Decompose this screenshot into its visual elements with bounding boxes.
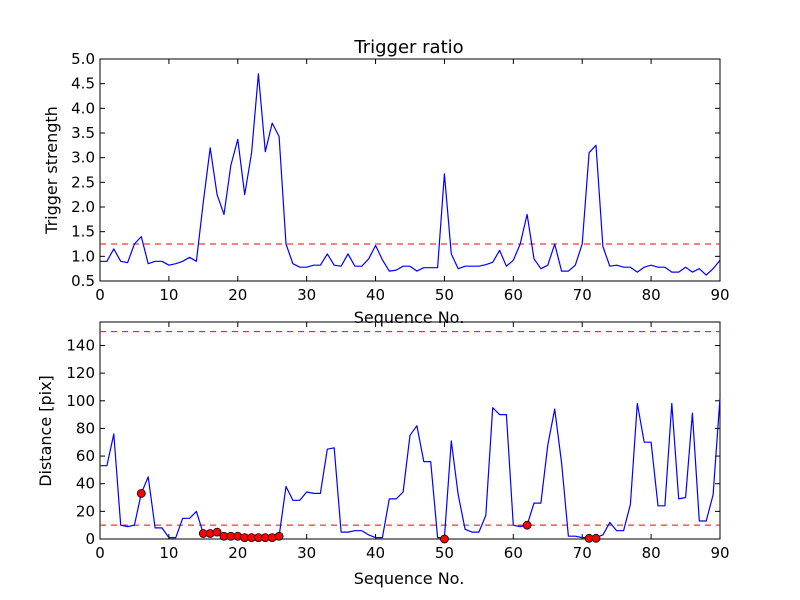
x-tick-label: 0	[95, 544, 105, 562]
x-tick-label: 30	[297, 286, 316, 304]
y-tick-label: 140	[66, 336, 95, 354]
y-tick-label: 3.5	[71, 124, 95, 142]
x-axis-label: Sequence No.	[354, 569, 465, 588]
trigger-ratio-panel: Trigger ratio 0 10 20 30 40 50 60 70 80 90 0.5 1.0 1…	[42, 37, 730, 327]
x-tick-label: 40	[366, 544, 385, 562]
y-tick-label: 60	[76, 447, 95, 465]
x-axis-label: Sequence No.	[354, 308, 465, 327]
x-tick-label: 40	[366, 286, 385, 304]
y-tick-label: 1.0	[71, 247, 95, 265]
marker-point	[136, 488, 146, 498]
y-axis-label: Trigger strength	[42, 106, 61, 235]
distance-panel: 0 10 20 30 40 50 60 70 80 90 0 20 40 60 80 100 120 140 Se…	[36, 321, 730, 588]
x-tick-label: 80	[642, 286, 661, 304]
x-tick-label: 10	[159, 544, 178, 562]
x-tick-label: 70	[573, 544, 592, 562]
distance-plot-area: 0 10 20 30 40 50 60 70 80 90 0 20 40 60 80 100 120 140	[66, 321, 730, 562]
chart-title: Trigger ratio	[353, 37, 463, 58]
x-tick-label: 20	[228, 286, 247, 304]
x-tick-label: 50	[435, 286, 454, 304]
y-tick-label: 4.0	[71, 99, 95, 117]
y-tick-label: 2.0	[71, 198, 95, 216]
x-tick-label: 60	[504, 286, 523, 304]
y-tick-label: 5.0	[71, 50, 95, 68]
y-tick-label: 20	[76, 502, 95, 520]
y-tick-label: 1.5	[71, 223, 95, 241]
y-tick-label: 80	[76, 419, 95, 437]
marker-point	[440, 534, 449, 544]
x-tick-label: 10	[159, 286, 178, 304]
y-tick-label: 3.0	[71, 149, 95, 167]
marker-point	[212, 527, 222, 537]
y-axis-label: Distance [pix]	[36, 375, 55, 487]
y-tick-label: 4.5	[71, 75, 95, 93]
y-tick-label: 0	[85, 530, 95, 548]
trigger-plot-area: 0 10 20 30 40 50 60 70 80 90 0.5 1.0 1.5 2.0 2.5 3.0 3.5…	[71, 50, 729, 304]
x-tick-label: 50	[435, 544, 454, 562]
y-tick-label: 100	[66, 392, 95, 410]
marker-point	[591, 533, 601, 543]
x-tick-label: 0	[95, 286, 105, 304]
y-tick-label: 2.5	[71, 173, 95, 191]
y-tick-label: 40	[76, 475, 95, 493]
x-tick-label: 20	[228, 544, 247, 562]
series-line	[100, 73, 721, 276]
x-tick-label: 90	[710, 286, 729, 304]
x-tick-label: 30	[297, 544, 316, 562]
marker-point	[522, 520, 532, 530]
x-tick-label: 90	[710, 544, 729, 562]
x-tick-label: 70	[573, 286, 592, 304]
marker-point	[274, 531, 284, 541]
x-tick-label: 80	[642, 544, 661, 562]
plot-frame	[99, 58, 721, 282]
y-tick-label: 0.5	[71, 272, 95, 290]
x-tick-label: 60	[504, 544, 523, 562]
plot-frame	[99, 321, 721, 540]
y-tick-label: 120	[66, 364, 95, 382]
